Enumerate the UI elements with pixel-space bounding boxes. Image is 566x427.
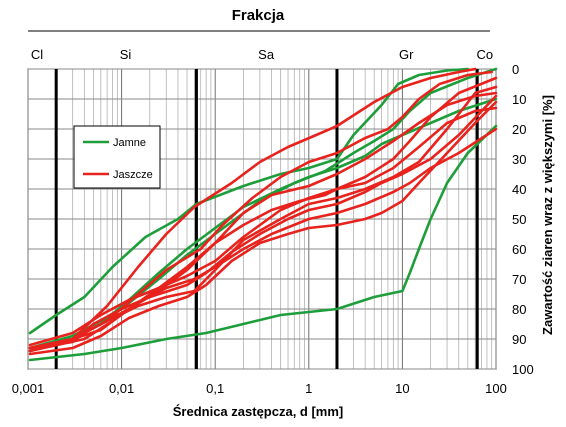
fraction-boundaries: [54, 69, 479, 369]
y-tick-label: 70: [512, 272, 526, 287]
y-tick-label: 10: [512, 92, 526, 107]
y-tick-label: 100: [512, 362, 534, 377]
x-axis-label: Średnica zastępcza, d [mm]: [173, 404, 344, 419]
x-tick-label: 10: [395, 381, 409, 396]
fraction-label: Sa: [258, 47, 275, 62]
series-line-jaszcze: [28, 94, 498, 350]
fraction-labels: Cl Si Sa Gr Co: [31, 47, 493, 62]
x-tick-label: 0,01: [109, 381, 134, 396]
series-line-jaszcze: [28, 67, 477, 350]
y-tick-label: 0: [512, 62, 519, 77]
legend-label: Jamne: [113, 137, 146, 149]
y-tick-label: 30: [512, 152, 526, 167]
legend-box: [73, 125, 161, 189]
y-tick-label: 50: [512, 212, 526, 227]
series-lines: [28, 67, 498, 362]
x-tick-label: 1: [305, 381, 312, 396]
series-line-jaszcze: [28, 91, 498, 350]
series-line-jamne: [28, 124, 498, 362]
y-tick-label: 80: [512, 302, 526, 317]
legend: Jamne Jaszcze: [73, 125, 161, 189]
series-line-jaszcze: [28, 76, 498, 347]
y-tick-labels: 0 10 20 30 40 50 60 70 80 90 100: [512, 62, 534, 377]
fraction-label: Cl: [31, 47, 43, 62]
y-tick-label: 90: [512, 332, 526, 347]
legend-label: Jaszcze: [113, 169, 153, 181]
series-line-jamne: [28, 67, 470, 335]
fraction-label: Gr: [399, 47, 414, 62]
y-tick-label: 20: [512, 122, 526, 137]
series-line-jaszcze: [28, 100, 498, 356]
fraction-label: Co: [477, 47, 494, 62]
fraction-label: Si: [120, 47, 132, 62]
x-tick-label: 100: [485, 381, 507, 396]
x-tick-label: 0,001: [12, 381, 45, 396]
x-tick-labels: 0,001 0,01 0,1 1 10 100: [12, 381, 507, 396]
y-tick-label: 60: [512, 242, 526, 257]
y-axis-label: Zawartość ziaren wraz z większymi [%]: [540, 95, 555, 335]
x-tick-label: 0,1: [206, 381, 224, 396]
chart-title: Frakcja: [232, 7, 285, 24]
y-tick-label: 40: [512, 182, 526, 197]
